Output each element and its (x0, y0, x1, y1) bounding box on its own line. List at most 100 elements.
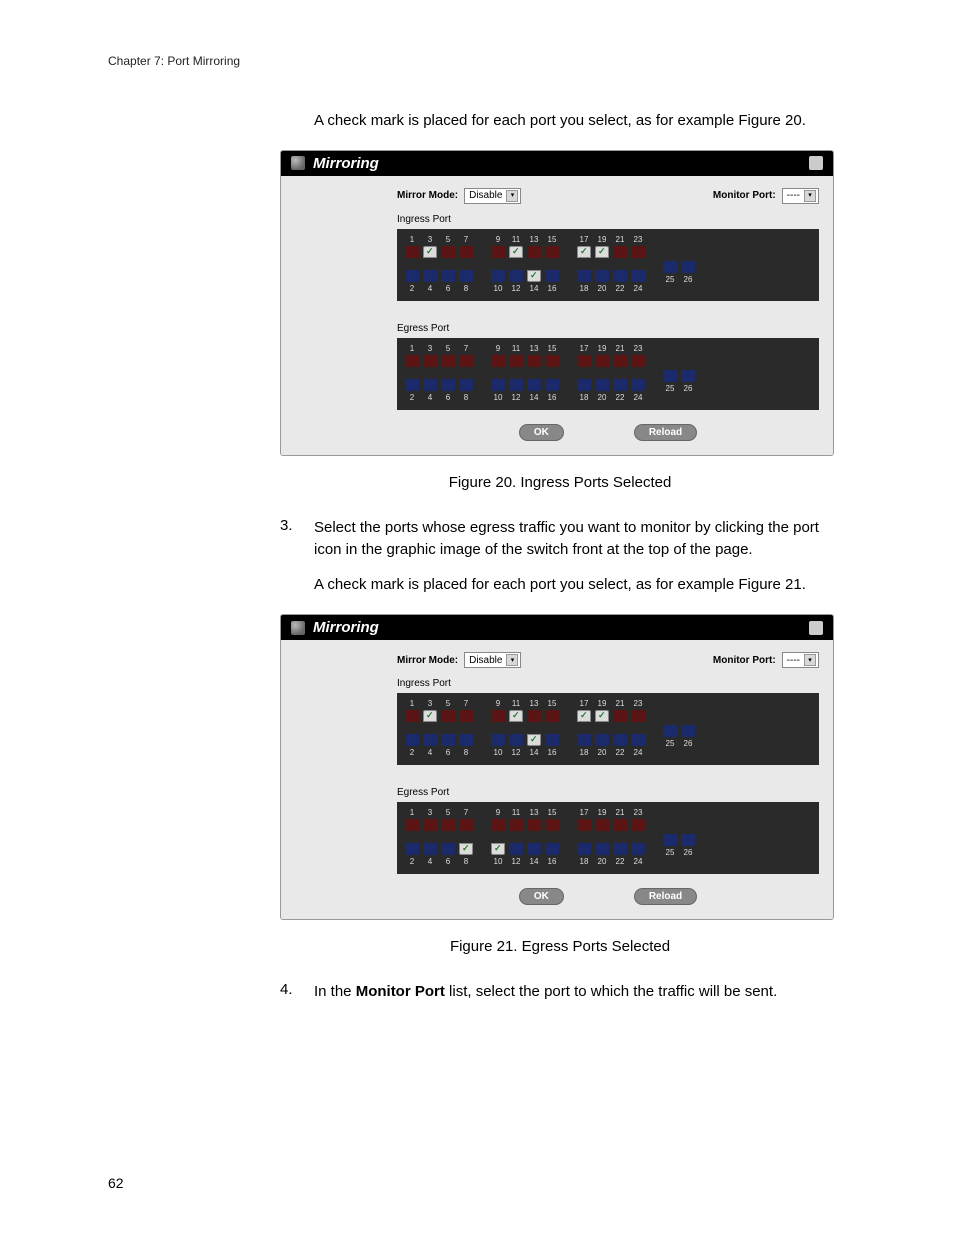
port-7[interactable] (459, 246, 473, 258)
port-16[interactable] (545, 379, 559, 391)
port-25[interactable] (663, 725, 677, 737)
port-9[interactable] (491, 246, 505, 258)
port-21[interactable] (613, 819, 627, 831)
port-5[interactable] (441, 246, 455, 258)
port-1[interactable] (405, 819, 419, 831)
reload-button[interactable]: Reload (634, 888, 697, 905)
port-24[interactable] (631, 379, 645, 391)
monitor-port-select[interactable]: ----▾ (782, 652, 819, 668)
port-17[interactable] (577, 819, 591, 831)
port-14[interactable] (527, 270, 541, 282)
port-3[interactable] (423, 246, 437, 258)
port-9[interactable] (491, 355, 505, 367)
port-19[interactable] (595, 710, 609, 722)
port-2[interactable] (405, 379, 419, 391)
port-11[interactable] (509, 246, 523, 258)
port-23[interactable] (631, 355, 645, 367)
port-13[interactable] (527, 819, 541, 831)
port-4[interactable] (423, 843, 437, 855)
port-2[interactable] (405, 270, 419, 282)
port-15[interactable] (545, 710, 559, 722)
port-1[interactable] (405, 710, 419, 722)
port-18[interactable] (577, 270, 591, 282)
port-10[interactable] (491, 734, 505, 746)
port-10[interactable] (491, 270, 505, 282)
port-17[interactable] (577, 710, 591, 722)
port-4[interactable] (423, 379, 437, 391)
port-7[interactable] (459, 710, 473, 722)
port-2[interactable] (405, 843, 419, 855)
port-25[interactable] (663, 261, 677, 273)
mirror-mode-select[interactable]: Disable▾ (464, 652, 521, 668)
port-12[interactable] (509, 843, 523, 855)
port-17[interactable] (577, 355, 591, 367)
port-11[interactable] (509, 710, 523, 722)
port-24[interactable] (631, 843, 645, 855)
port-21[interactable] (613, 246, 627, 258)
port-24[interactable] (631, 734, 645, 746)
port-14[interactable] (527, 379, 541, 391)
port-6[interactable] (441, 734, 455, 746)
port-8[interactable] (459, 379, 473, 391)
port-6[interactable] (441, 270, 455, 282)
port-15[interactable] (545, 355, 559, 367)
reload-button[interactable]: Reload (634, 424, 697, 441)
port-8[interactable] (459, 270, 473, 282)
port-15[interactable] (545, 819, 559, 831)
port-19[interactable] (595, 819, 609, 831)
port-4[interactable] (423, 734, 437, 746)
port-26[interactable] (681, 834, 695, 846)
port-8[interactable] (459, 843, 473, 855)
port-3[interactable] (423, 819, 437, 831)
port-23[interactable] (631, 710, 645, 722)
port-13[interactable] (527, 355, 541, 367)
port-16[interactable] (545, 270, 559, 282)
port-7[interactable] (459, 819, 473, 831)
port-1[interactable] (405, 355, 419, 367)
port-25[interactable] (663, 834, 677, 846)
ok-button[interactable]: OK (519, 424, 564, 441)
port-2[interactable] (405, 734, 419, 746)
port-17[interactable] (577, 246, 591, 258)
port-13[interactable] (527, 246, 541, 258)
port-26[interactable] (681, 725, 695, 737)
port-4[interactable] (423, 270, 437, 282)
port-9[interactable] (491, 710, 505, 722)
port-22[interactable] (613, 734, 627, 746)
port-20[interactable] (595, 379, 609, 391)
port-5[interactable] (441, 819, 455, 831)
port-5[interactable] (441, 355, 455, 367)
port-20[interactable] (595, 843, 609, 855)
port-21[interactable] (613, 355, 627, 367)
port-6[interactable] (441, 843, 455, 855)
port-21[interactable] (613, 710, 627, 722)
port-10[interactable] (491, 843, 505, 855)
port-18[interactable] (577, 734, 591, 746)
port-25[interactable] (663, 370, 677, 382)
port-11[interactable] (509, 355, 523, 367)
port-15[interactable] (545, 246, 559, 258)
port-18[interactable] (577, 843, 591, 855)
port-12[interactable] (509, 270, 523, 282)
port-13[interactable] (527, 710, 541, 722)
port-7[interactable] (459, 355, 473, 367)
port-22[interactable] (613, 270, 627, 282)
port-22[interactable] (613, 379, 627, 391)
port-1[interactable] (405, 246, 419, 258)
port-24[interactable] (631, 270, 645, 282)
port-18[interactable] (577, 379, 591, 391)
port-22[interactable] (613, 843, 627, 855)
port-19[interactable] (595, 355, 609, 367)
port-20[interactable] (595, 270, 609, 282)
port-14[interactable] (527, 734, 541, 746)
port-8[interactable] (459, 734, 473, 746)
monitor-port-select[interactable]: ----▾ (782, 188, 819, 204)
ok-button[interactable]: OK (519, 888, 564, 905)
port-26[interactable] (681, 370, 695, 382)
port-20[interactable] (595, 734, 609, 746)
port-12[interactable] (509, 734, 523, 746)
port-16[interactable] (545, 734, 559, 746)
port-3[interactable] (423, 710, 437, 722)
port-9[interactable] (491, 819, 505, 831)
port-11[interactable] (509, 819, 523, 831)
